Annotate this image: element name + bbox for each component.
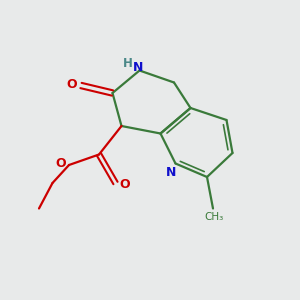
Text: O: O bbox=[55, 157, 66, 170]
Text: H: H bbox=[123, 57, 133, 70]
Text: CH₃: CH₃ bbox=[204, 212, 223, 222]
Text: O: O bbox=[67, 77, 77, 91]
Text: N: N bbox=[166, 166, 176, 179]
Text: O: O bbox=[119, 178, 130, 191]
Text: N: N bbox=[133, 61, 143, 74]
